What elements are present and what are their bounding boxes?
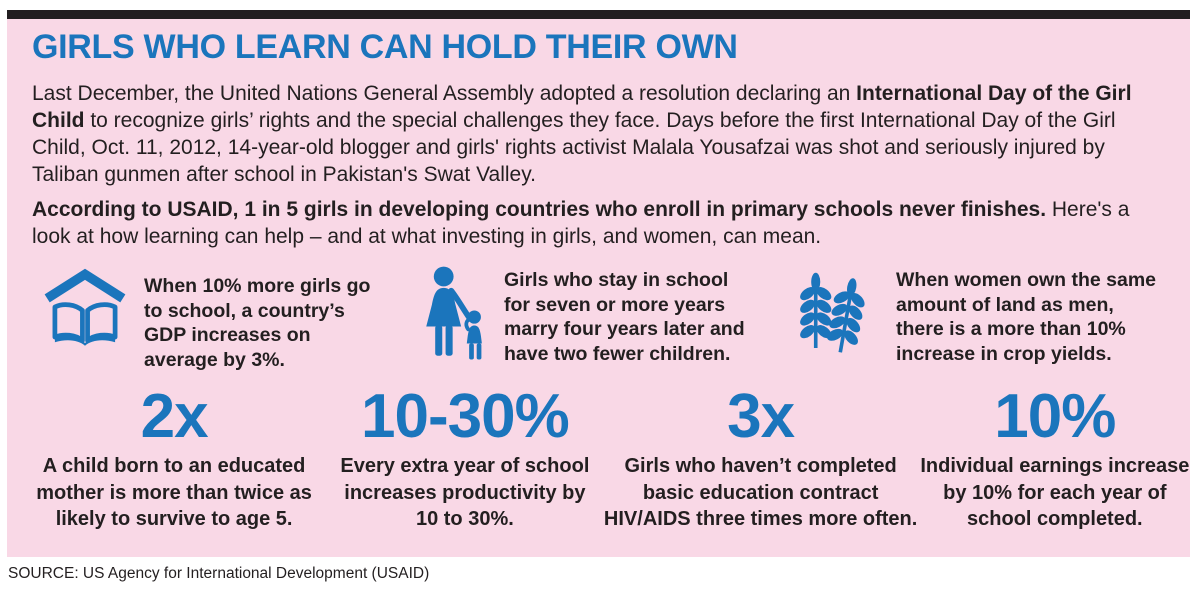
stat-child-survival: 2x A child born to an educated mother is…	[25, 384, 323, 533]
stat-value: 2x	[140, 382, 209, 451]
icon-fact-row: When 10% more girls go to school, a coun…	[42, 266, 1190, 372]
stat-caption: Girls who haven’t completed basic educat…	[603, 455, 918, 530]
stat-productivity: 10-30% Every extra year of school increa…	[338, 384, 591, 533]
stat-caption: A child born to an educated mother is mo…	[36, 455, 312, 530]
stat-value: 10%	[994, 382, 1116, 451]
lead-text-bold: According to USAID, 1 in 5 girls in deve…	[32, 198, 1047, 221]
intro-text-1: Last December, the United Nations Genera…	[32, 82, 857, 105]
lead-text: Here's a look at how learning can help –…	[32, 198, 1130, 248]
mother-child-icon	[422, 266, 488, 370]
fact-school-marriage: Girls who stay in school for seven or mo…	[422, 266, 794, 370]
stat-caption: Individual earnings increase by 10% for …	[920, 455, 1190, 530]
top-rule-bar	[7, 10, 1190, 19]
fact-text: When women own the same amount of land a…	[896, 269, 1157, 365]
stat-hiv-aids: 3x Girls who haven’t completed basic edu…	[602, 384, 920, 533]
fact-text: When 10% more girls go to school, a coun…	[144, 275, 371, 371]
stat-value: 3x	[727, 382, 795, 451]
wheat-icon	[794, 266, 880, 362]
stat-value: 10-30%	[361, 382, 570, 451]
intro-text-bold: International Day of the Girl Child	[32, 82, 1132, 132]
fact-text: Girls who stay in school for seven or mo…	[504, 269, 745, 365]
stat-caption: Every extra year of school increases pro…	[340, 455, 590, 530]
fact-land-crops: When women own the same amount of land a…	[794, 266, 1174, 366]
pink-panel: GIRLS WHO LEARN CAN HOLD THEIR OWN Last …	[7, 19, 1190, 557]
stats-row: 2x A child born to an educated mother is…	[7, 384, 1190, 533]
page-title: GIRLS WHO LEARN CAN HOLD THEIR OWN	[32, 28, 738, 66]
stat-earnings: 10% Individual earnings increase by 10% …	[920, 384, 1190, 533]
lead-paragraph: According to USAID, 1 in 5 girls in deve…	[32, 196, 1154, 250]
intro-text-2: to recognize girls’ rights and the speci…	[32, 109, 1116, 186]
source-credit: SOURCE: US Agency for International Deve…	[8, 565, 430, 582]
schoolhouse-book-icon	[42, 266, 128, 348]
intro-paragraph: Last December, the United Nations Genera…	[32, 80, 1154, 188]
fact-education-gdp: When 10% more girls go to school, a coun…	[42, 266, 422, 372]
